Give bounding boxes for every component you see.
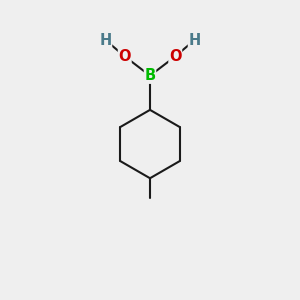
Text: B: B	[144, 68, 156, 83]
Text: H: H	[99, 32, 112, 47]
Text: O: O	[118, 49, 131, 64]
Text: H: H	[188, 32, 201, 47]
Text: O: O	[169, 49, 182, 64]
